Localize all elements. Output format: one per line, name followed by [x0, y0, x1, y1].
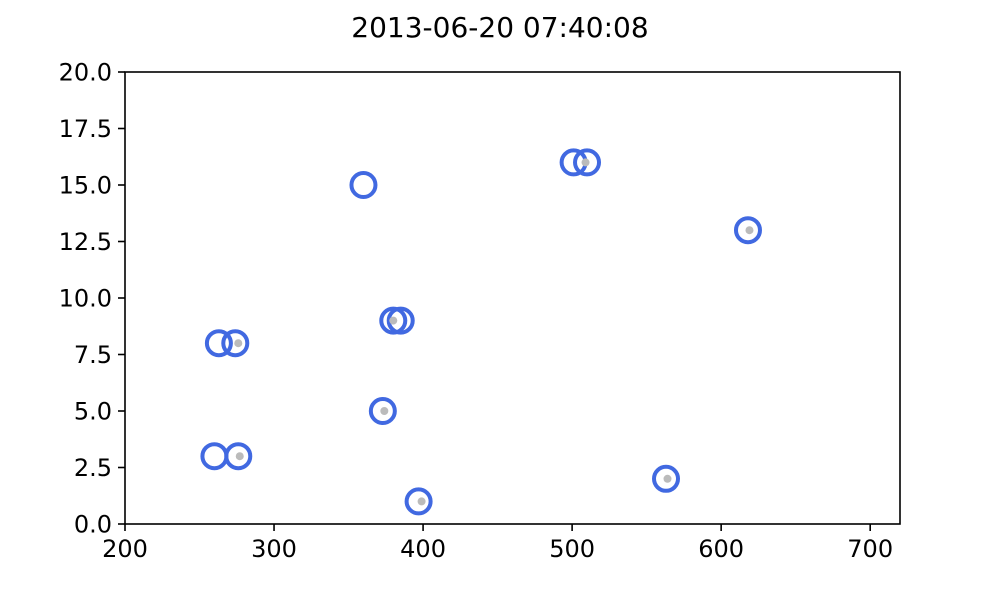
dot-point — [380, 407, 389, 415]
x-tick-label: 500 — [549, 535, 595, 563]
y-tick-label: 7.5 — [74, 341, 112, 369]
ring-point — [379, 306, 408, 335]
ring-point — [224, 442, 253, 471]
x-tick-label: 300 — [251, 535, 297, 563]
y-tick-label: 17.5 — [59, 115, 112, 143]
y-axis: 0.0 2.5 5.0 7.5 10.0 12.5 15.0 17.5 20.0 — [59, 59, 125, 539]
y-tick-label: 10.0 — [59, 285, 112, 313]
ring-point — [368, 397, 397, 425]
ring-point — [349, 171, 378, 199]
ring-point — [221, 329, 250, 358]
dot-point — [389, 316, 398, 325]
ring-point — [404, 487, 433, 516]
chart-title: 2013-06-20 07:40:08 — [351, 11, 648, 44]
ring-point — [573, 148, 602, 177]
ring-point — [386, 306, 415, 335]
ring-point — [652, 464, 681, 493]
dot-point — [663, 474, 672, 483]
y-tick-label: 15.0 — [59, 172, 112, 200]
data-marks — [200, 148, 762, 516]
y-tick-label: 5.0 — [74, 398, 112, 426]
dot-point — [234, 339, 243, 348]
dot-point — [235, 452, 244, 461]
dot-point — [417, 497, 426, 506]
dot-point — [581, 158, 590, 167]
plot-area — [124, 71, 901, 525]
x-tick-label: 700 — [847, 535, 893, 563]
ring-point — [733, 216, 762, 245]
y-tick-label: 20.0 — [59, 59, 112, 87]
x-axis: 200 300 400 500 600 700 — [102, 524, 893, 563]
ring-point — [204, 329, 233, 358]
x-tick-label: 200 — [102, 535, 148, 563]
x-tick-label: 600 — [698, 535, 744, 563]
plot-frame — [124, 71, 901, 525]
dot-point — [745, 226, 754, 235]
y-tick-label: 12.5 — [59, 228, 112, 256]
y-tick-label: 2.5 — [74, 454, 112, 482]
x-tick-label: 400 — [400, 535, 446, 563]
y-tick-label: 0.0 — [74, 511, 112, 539]
